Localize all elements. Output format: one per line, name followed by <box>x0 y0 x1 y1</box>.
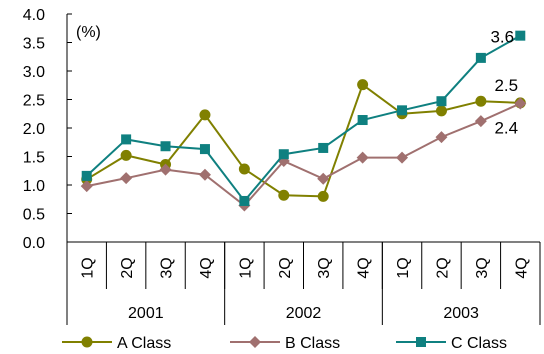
b-class-line <box>86 102 521 207</box>
y-tick-label: 1.5 <box>23 150 45 167</box>
y-tick-label: 0.5 <box>23 207 45 224</box>
y-tick-label: 0.0 <box>23 235 45 252</box>
year-label: 2001 <box>128 305 164 322</box>
y-tick-label: 1.0 <box>23 178 45 195</box>
legend-b-class-label: B Class <box>285 335 340 352</box>
unit-label: (%) <box>76 24 101 41</box>
x-tick-label: 2Q <box>119 257 136 278</box>
axes <box>66 14 540 243</box>
a-class-point <box>199 109 211 121</box>
b-class-point <box>356 151 369 164</box>
c-class-point <box>436 96 447 107</box>
end-value-label: 2.4 <box>494 118 518 137</box>
y-axis-ticks: 0.0 0.5 1.0 1.5 2.0 2.5 3.0 3.5 4.0 <box>23 7 72 252</box>
a-class-line <box>86 83 521 198</box>
x-tick-label: 1Q <box>395 257 412 278</box>
x-tick-label: 4Q <box>198 257 215 278</box>
legend-b-class-marker <box>249 336 261 348</box>
c-class-point <box>160 141 171 152</box>
x-tick-label: 1Q <box>237 257 254 278</box>
a-class-point <box>238 163 250 175</box>
c-class-point <box>318 142 329 153</box>
legend-c-class-marker <box>416 337 426 347</box>
x-tick-label: 3Q <box>474 257 491 278</box>
b-class-point <box>514 97 527 110</box>
x-tick-label: 3Q <box>316 257 333 278</box>
b-class-point <box>198 168 211 181</box>
x-tick-label: 3Q <box>159 257 176 278</box>
a-class-point <box>317 190 329 202</box>
a-class-point <box>357 79 369 91</box>
c-class-point <box>278 149 289 160</box>
c-class-line <box>86 34 521 203</box>
b-class-point <box>317 172 330 185</box>
b-class-point <box>80 180 93 193</box>
c-class-point <box>515 30 526 41</box>
series-lines <box>80 30 527 212</box>
y-tick-label: 2.5 <box>23 93 45 110</box>
end-value-label: 3.6 <box>490 28 514 47</box>
legend-c-class-label: C Class <box>451 335 507 352</box>
b-class-point <box>159 163 172 176</box>
x-tick-label: 1Q <box>80 257 97 278</box>
c-class-point <box>121 134 132 145</box>
year-label: 2003 <box>443 305 479 322</box>
legend-a-class-label: A Class <box>117 335 171 352</box>
y-tick-label: 2.0 <box>23 121 45 138</box>
x-axis-ticks: 1Q 2Q 3Q 4Q 1Q 2Q 3Q 4Q 1Q 2Q 3Q 4Q 2001 2002 2003 <box>66 242 541 325</box>
c-class-point <box>199 144 210 155</box>
y-tick-label: 3.0 <box>23 64 45 81</box>
b-class-point <box>435 131 448 144</box>
b-class-point <box>396 151 409 164</box>
x-tick-label: 2Q <box>277 257 294 278</box>
annotations: 3.6 2.5 2.4 <box>490 28 518 138</box>
y-tick-label: 3.5 <box>23 36 45 53</box>
a-class-point <box>278 189 290 201</box>
y-tick-label: 4.0 <box>23 7 45 24</box>
legend-a-class-marker <box>81 336 93 348</box>
c-class-point <box>239 195 250 206</box>
x-tick-label: 2Q <box>434 257 451 278</box>
a-class-point <box>475 95 487 107</box>
c-class-point <box>81 170 92 181</box>
legend: A Class B Class C Class <box>62 335 507 352</box>
x-tick-label: 4Q <box>513 257 530 278</box>
c-class-point <box>475 52 486 63</box>
c-class-point <box>397 105 408 116</box>
b-class-point <box>120 172 133 185</box>
end-value-label: 2.5 <box>494 76 518 95</box>
a-class-point <box>435 105 447 117</box>
x-tick-label: 4Q <box>356 257 373 278</box>
c-class-point <box>357 115 368 126</box>
year-label: 2002 <box>286 305 322 322</box>
b-class-point <box>474 115 487 128</box>
a-class-point <box>120 149 132 161</box>
